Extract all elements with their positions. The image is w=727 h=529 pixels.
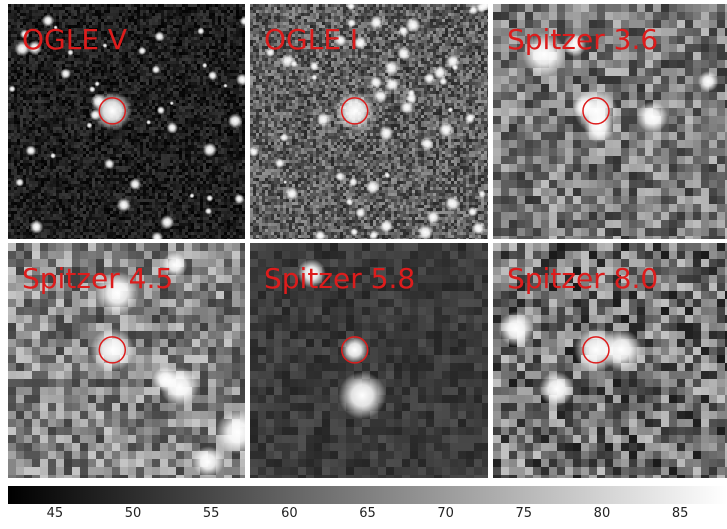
colorbar-tick: 65 <box>359 506 376 521</box>
panel-spitzer-8-0: Spitzer 8.0 <box>493 243 727 478</box>
stars <box>90 252 245 478</box>
panel-label: Spitzer 5.8 <box>264 262 416 295</box>
panel-label: Spitzer 4.5 <box>22 262 174 295</box>
panel-image <box>8 243 245 478</box>
panel-label: OGLE V <box>22 23 128 56</box>
panel-label: OGLE I <box>264 23 359 56</box>
target-marker <box>582 336 610 364</box>
panel-image <box>493 4 727 239</box>
stars <box>498 311 642 407</box>
panel-image <box>8 4 245 239</box>
panel-image <box>493 243 727 478</box>
colorbar-tick: 70 <box>437 506 454 521</box>
colorbar-tick: 45 <box>46 506 64 521</box>
target-marker <box>582 97 610 125</box>
panel-spitzer-5-8: Spitzer 5.8 <box>250 243 488 478</box>
colorbar-tick: 50 <box>124 506 142 521</box>
panel-label: Spitzer 8.0 <box>507 262 659 295</box>
image-pixels <box>250 4 488 239</box>
colorbar-tick: 80 <box>593 506 611 521</box>
image-grid: OGLE V OGLE I Spitzer 3.6 Spitzer 4.5 Sp… <box>8 4 727 478</box>
colorbar-ticks: 45 50 55 60 65 70 75 80 85 <box>8 504 727 529</box>
colorbar <box>8 486 727 504</box>
target-marker <box>98 336 127 364</box>
stars <box>250 4 488 239</box>
colorbar-tick: 75 <box>515 506 533 521</box>
panel-spitzer-4-5: Spitzer 4.5 <box>8 243 245 478</box>
stars <box>8 14 245 239</box>
panel-image <box>250 4 488 239</box>
panel-image <box>250 243 488 478</box>
image-pixels <box>250 243 488 478</box>
colorbar-tick: 55 <box>202 506 220 521</box>
target-marker <box>340 97 369 125</box>
stars <box>297 258 386 420</box>
panel-ogle-v: OGLE V <box>8 4 245 239</box>
colorbar-tick: 60 <box>281 506 298 521</box>
panel-spitzer-3-6: Spitzer 3.6 <box>493 4 727 239</box>
target-marker <box>340 336 369 364</box>
panel-label: Spitzer 3.6 <box>507 23 659 56</box>
colorbar-tick: 85 <box>671 506 689 521</box>
target-marker <box>98 97 127 125</box>
panel-ogle-i: OGLE I <box>250 4 488 239</box>
